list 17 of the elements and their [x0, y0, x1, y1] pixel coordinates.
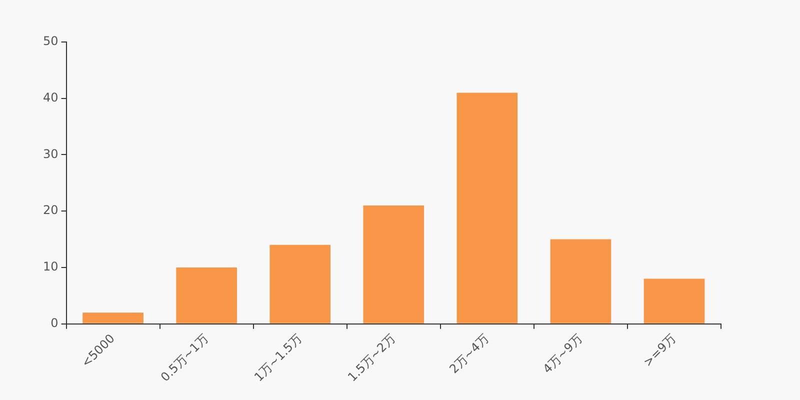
bar [82, 312, 144, 324]
y-tick-label: 20 [42, 203, 58, 218]
x-tick-label: 4万~9万 [540, 331, 586, 376]
bar [363, 205, 424, 324]
y-tick-label: 40 [42, 90, 58, 104]
bar [176, 267, 237, 324]
bar [456, 92, 518, 324]
bar [270, 244, 330, 324]
bar [550, 239, 612, 324]
x-tick-label: 0.5万~1万 [158, 331, 211, 384]
x-tick-label: 2万~4万 [446, 331, 492, 376]
y-tick-label: 10 [42, 260, 58, 274]
x-tick-label: 1.5万~2万 [345, 331, 398, 384]
bar [644, 278, 705, 324]
y-tick-label: 0 [50, 316, 58, 330]
y-tick-label: 30 [42, 146, 58, 161]
y-tick-label: 50 [42, 34, 58, 48]
